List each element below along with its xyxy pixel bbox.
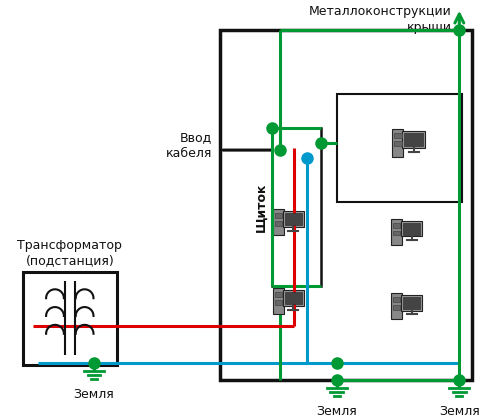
Bar	[275, 292, 281, 297]
Bar	[275, 220, 281, 226]
Bar	[337, 94, 462, 202]
Text: Металлоконструкции
крыши: Металлоконструкции крыши	[309, 5, 452, 34]
Bar	[391, 293, 402, 320]
Bar	[391, 219, 402, 245]
Bar	[23, 271, 117, 365]
Bar	[275, 213, 281, 218]
Text: Щиток: Щиток	[255, 183, 268, 232]
Bar	[284, 213, 302, 225]
Bar	[393, 297, 400, 302]
Bar	[282, 290, 304, 306]
Bar	[272, 129, 321, 286]
Bar	[401, 295, 423, 310]
Bar	[401, 220, 423, 236]
Bar	[394, 141, 402, 146]
Bar	[393, 223, 400, 228]
Bar	[221, 30, 472, 380]
Bar	[282, 211, 304, 227]
Text: Земля: Земля	[316, 405, 357, 418]
Bar	[404, 133, 423, 146]
Text: Трансформатор
(подстанция): Трансформатор (подстанция)	[17, 239, 122, 268]
Bar	[403, 297, 421, 309]
Bar	[394, 133, 402, 138]
Bar	[284, 292, 302, 304]
Bar	[403, 131, 425, 148]
Bar	[273, 209, 283, 236]
Text: Ввод
кабеля: Ввод кабеля	[166, 131, 213, 160]
Bar	[403, 223, 421, 234]
Bar	[275, 300, 281, 304]
Text: Земля: Земля	[74, 388, 114, 401]
Bar	[393, 304, 400, 310]
Bar	[393, 231, 400, 236]
Text: Земля: Земля	[439, 405, 480, 418]
Bar	[392, 129, 404, 157]
Bar	[273, 288, 283, 315]
